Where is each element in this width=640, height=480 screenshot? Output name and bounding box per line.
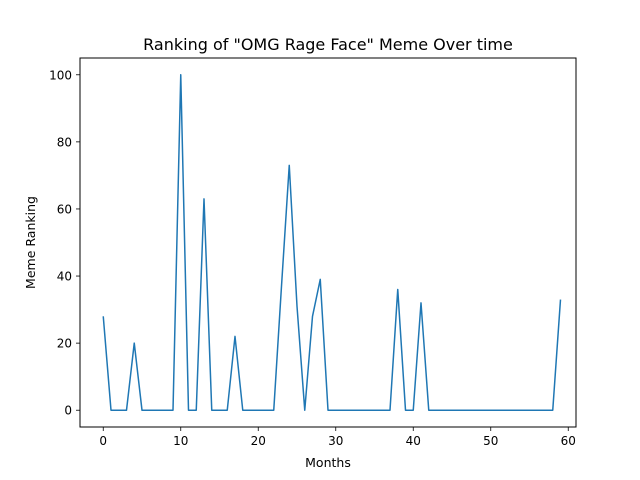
- x-tick-label: 20: [251, 434, 266, 448]
- chart-title: Ranking of "OMG Rage Face" Meme Over tim…: [143, 35, 513, 54]
- plot-frame: [79, 57, 577, 428]
- series-line: [102, 74, 562, 411]
- plot-area: [102, 74, 562, 411]
- y-axis-ticks: 0 20 40 60 80 100: [49, 68, 80, 418]
- x-axis-label: Months: [305, 455, 351, 470]
- x-tick-label: 60: [561, 434, 576, 448]
- y-tick-label: 80: [57, 135, 72, 149]
- x-tick-label: 10: [173, 434, 188, 448]
- y-tick-label: 40: [57, 270, 72, 284]
- x-tick-label: 40: [406, 434, 421, 448]
- y-axis-label: Meme Ranking: [23, 196, 38, 289]
- y-tick-label: 100: [49, 68, 72, 82]
- x-tick-label: 0: [99, 434, 107, 448]
- x-axis-ticks: 0 10 20 30 40 50 60: [99, 427, 576, 448]
- x-tick-label: 30: [328, 434, 343, 448]
- y-tick-label: 20: [57, 337, 72, 351]
- y-tick-label: 60: [57, 202, 72, 216]
- x-tick-label: 50: [483, 434, 498, 448]
- y-tick-label: 0: [64, 404, 72, 418]
